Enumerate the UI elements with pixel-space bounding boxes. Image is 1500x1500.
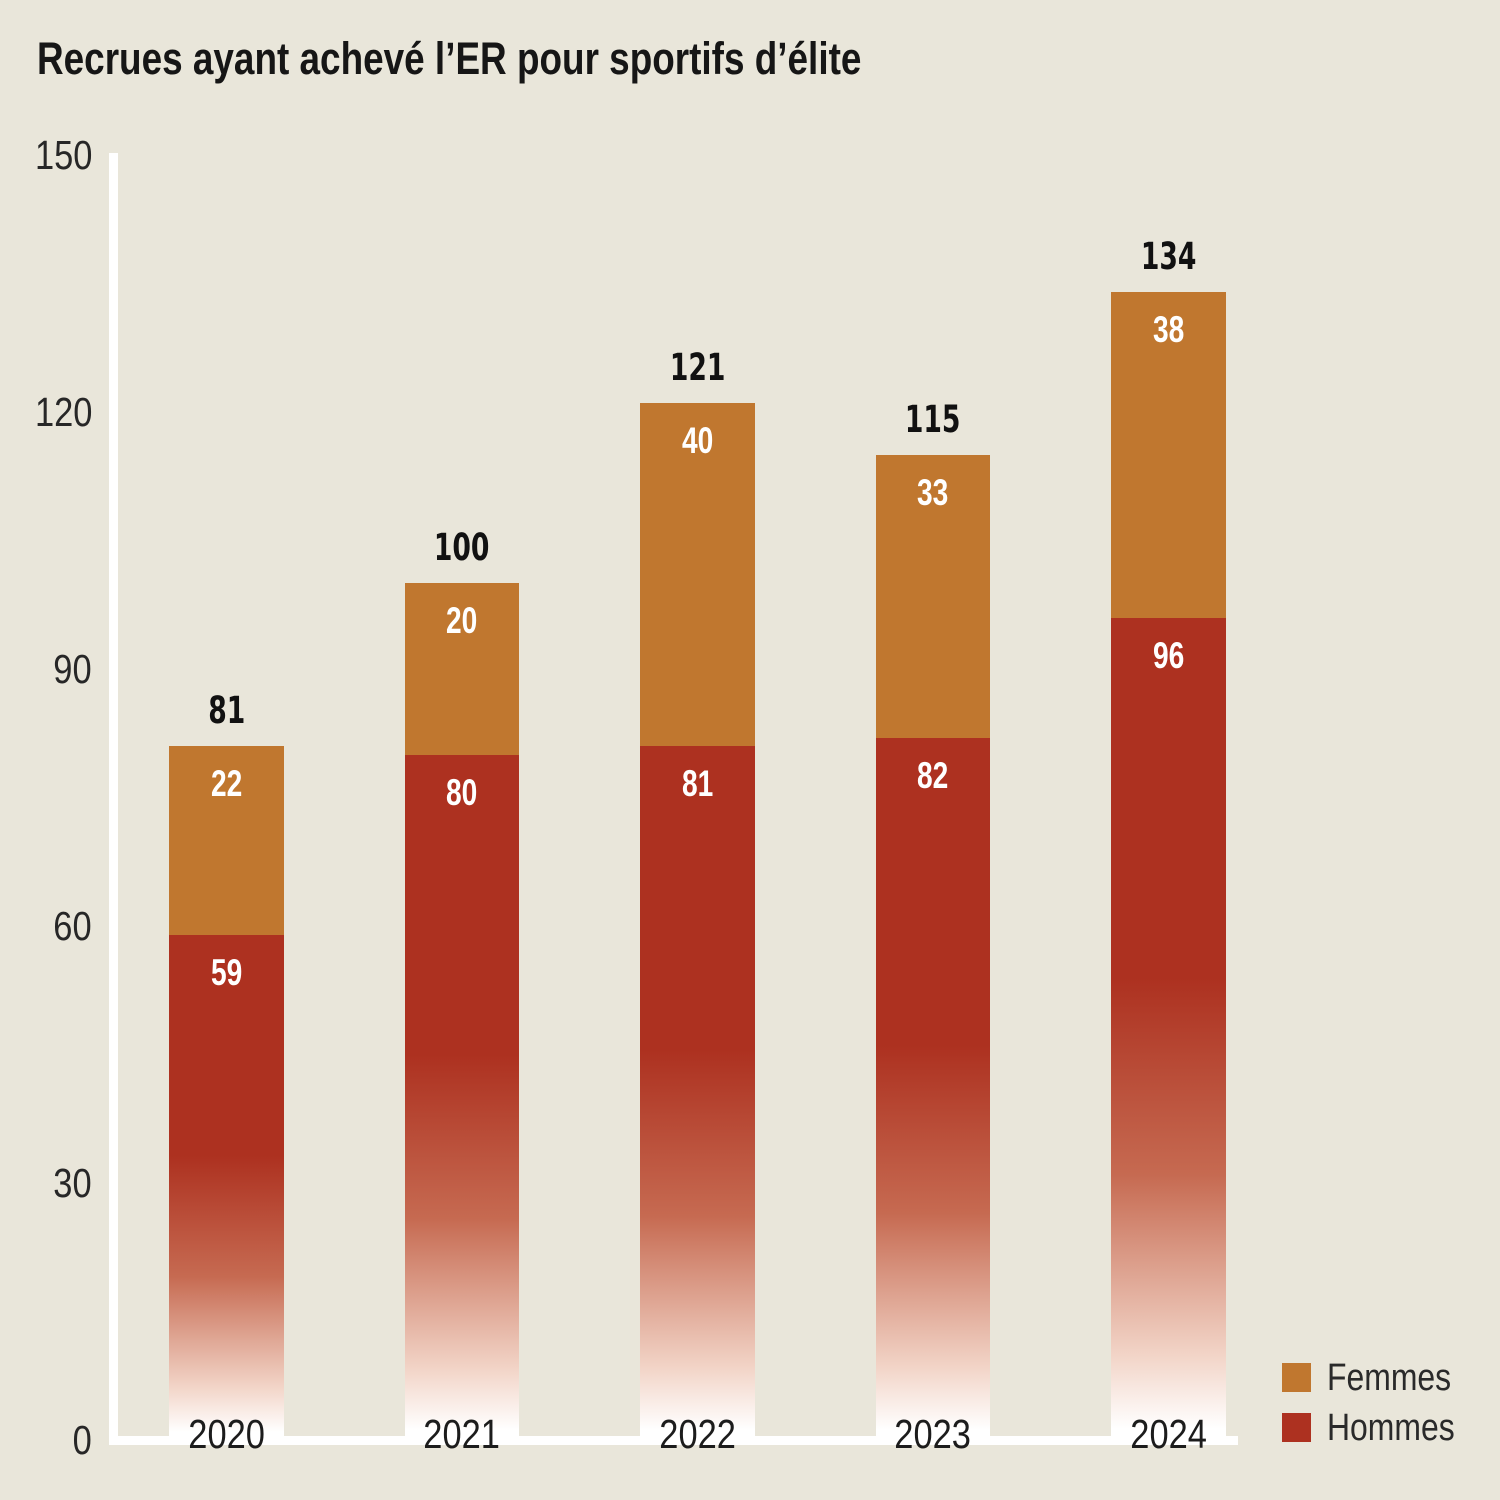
x-axis-label-2022-text: 2022 [658,1411,736,1457]
bar-total-label: 134 [1111,238,1226,275]
legend-swatch-femmes [1282,1363,1311,1392]
y-axis-tick-label: 150 [0,135,92,176]
bar-total-label-text: 115 [904,397,961,441]
legend-label-hommes-text: Hommes [1327,1406,1455,1449]
bar-total-label-text: 100 [433,526,490,570]
bar-segment-femmes [875,454,990,738]
bar-value-femmes: 22 [169,765,284,802]
y-axis-tick-label: 90 [0,649,92,690]
x-axis-label-2022: 2022 [640,1414,755,1455]
bar-value-hommes: 81 [640,765,755,802]
x-axis-label-2020: 2020 [169,1414,284,1455]
bar-segment-hommes [1111,617,1226,1437]
y-axis-tick-label: 0 [0,1420,92,1461]
legend-label-femmes-text: Femmes [1327,1356,1452,1399]
bar-segment-femmes [1111,292,1226,618]
bar-value-hommes: 96 [1111,637,1226,674]
y-axis-tick-label-text: 60 [53,903,92,949]
bar-segment-femmes [640,403,755,747]
y-axis-tick-label-text: 30 [53,1160,92,1206]
legend-label-femmes: Femmes [1327,1359,1475,1397]
bar-value-hommes-text: 82 [917,754,949,796]
bar-value-hommes: 80 [405,774,520,811]
y-axis-tick-label-text: 120 [34,389,92,435]
bar-total-label-text: 81 [207,689,245,733]
bar-value-hommes: 59 [169,954,284,991]
x-axis-label-2023: 2023 [876,1414,991,1455]
y-axis-tick-label: 30 [0,1163,92,1204]
x-axis-label-2024: 2024 [1111,1414,1226,1455]
chart-title-text: Recrues ayant achevé l’ER pour sportifs … [37,33,862,84]
legend-swatch-hommes [1282,1413,1311,1442]
legend-item-femmes: Femmes [1282,1359,1475,1397]
bar-value-hommes-text: 80 [446,771,478,813]
bar-value-femmes: 33 [876,474,991,511]
x-axis-label-2020-text: 2020 [187,1411,265,1457]
x-axis-line [109,1436,1238,1445]
y-axis-tick-label-text: 90 [53,646,92,692]
y-axis-line [109,153,118,1445]
bar-value-femmes-text: 33 [917,471,949,513]
bar-value-femmes: 20 [405,602,520,639]
bar-value-hommes-text: 81 [681,763,713,805]
x-axis-label-2023-text: 2023 [894,1411,972,1457]
bar-total-label: 100 [405,529,520,566]
bar-segment-femmes [169,746,284,935]
y-axis-tick-label-text: 0 [72,1417,92,1463]
y-axis-tick-label: 60 [0,906,92,947]
legend-item-hommes: Hommes [1282,1409,1479,1447]
bar-value-femmes-text: 40 [681,420,713,462]
bar-segment-femmes [404,583,519,755]
bar-segment-hommes [169,934,284,1437]
bar-value-femmes: 40 [640,422,755,459]
chart-title: Recrues ayant achevé l’ER pour sportifs … [37,36,1042,81]
bar-value-hommes: 82 [876,757,991,794]
bar-total-label: 81 [169,692,284,729]
legend-label-hommes: Hommes [1327,1409,1479,1447]
bar-total-label: 121 [640,349,755,386]
bar-total-label: 115 [876,401,991,438]
x-axis-label-2024-text: 2024 [1129,1411,1207,1457]
bar-segment-hommes [404,754,519,1437]
bar-value-femmes-text: 22 [210,763,242,805]
bar-total-label-text: 121 [669,346,726,390]
y-axis-tick-label: 120 [0,392,92,433]
bar-value-femmes-text: 38 [1152,309,1184,351]
bar-segment-hommes [875,737,990,1437]
bar-value-hommes-text: 96 [1152,634,1184,676]
bar-value-femmes: 38 [1111,311,1226,348]
bar-segment-hommes [640,746,755,1437]
x-axis-label-2021-text: 2021 [423,1411,501,1457]
bar-value-hommes-text: 59 [210,951,242,993]
bar-total-label-text: 134 [1140,235,1197,279]
bar-value-femmes-text: 20 [446,600,478,642]
y-axis-tick-label-text: 150 [34,132,92,178]
x-axis-label-2021: 2021 [405,1414,520,1455]
